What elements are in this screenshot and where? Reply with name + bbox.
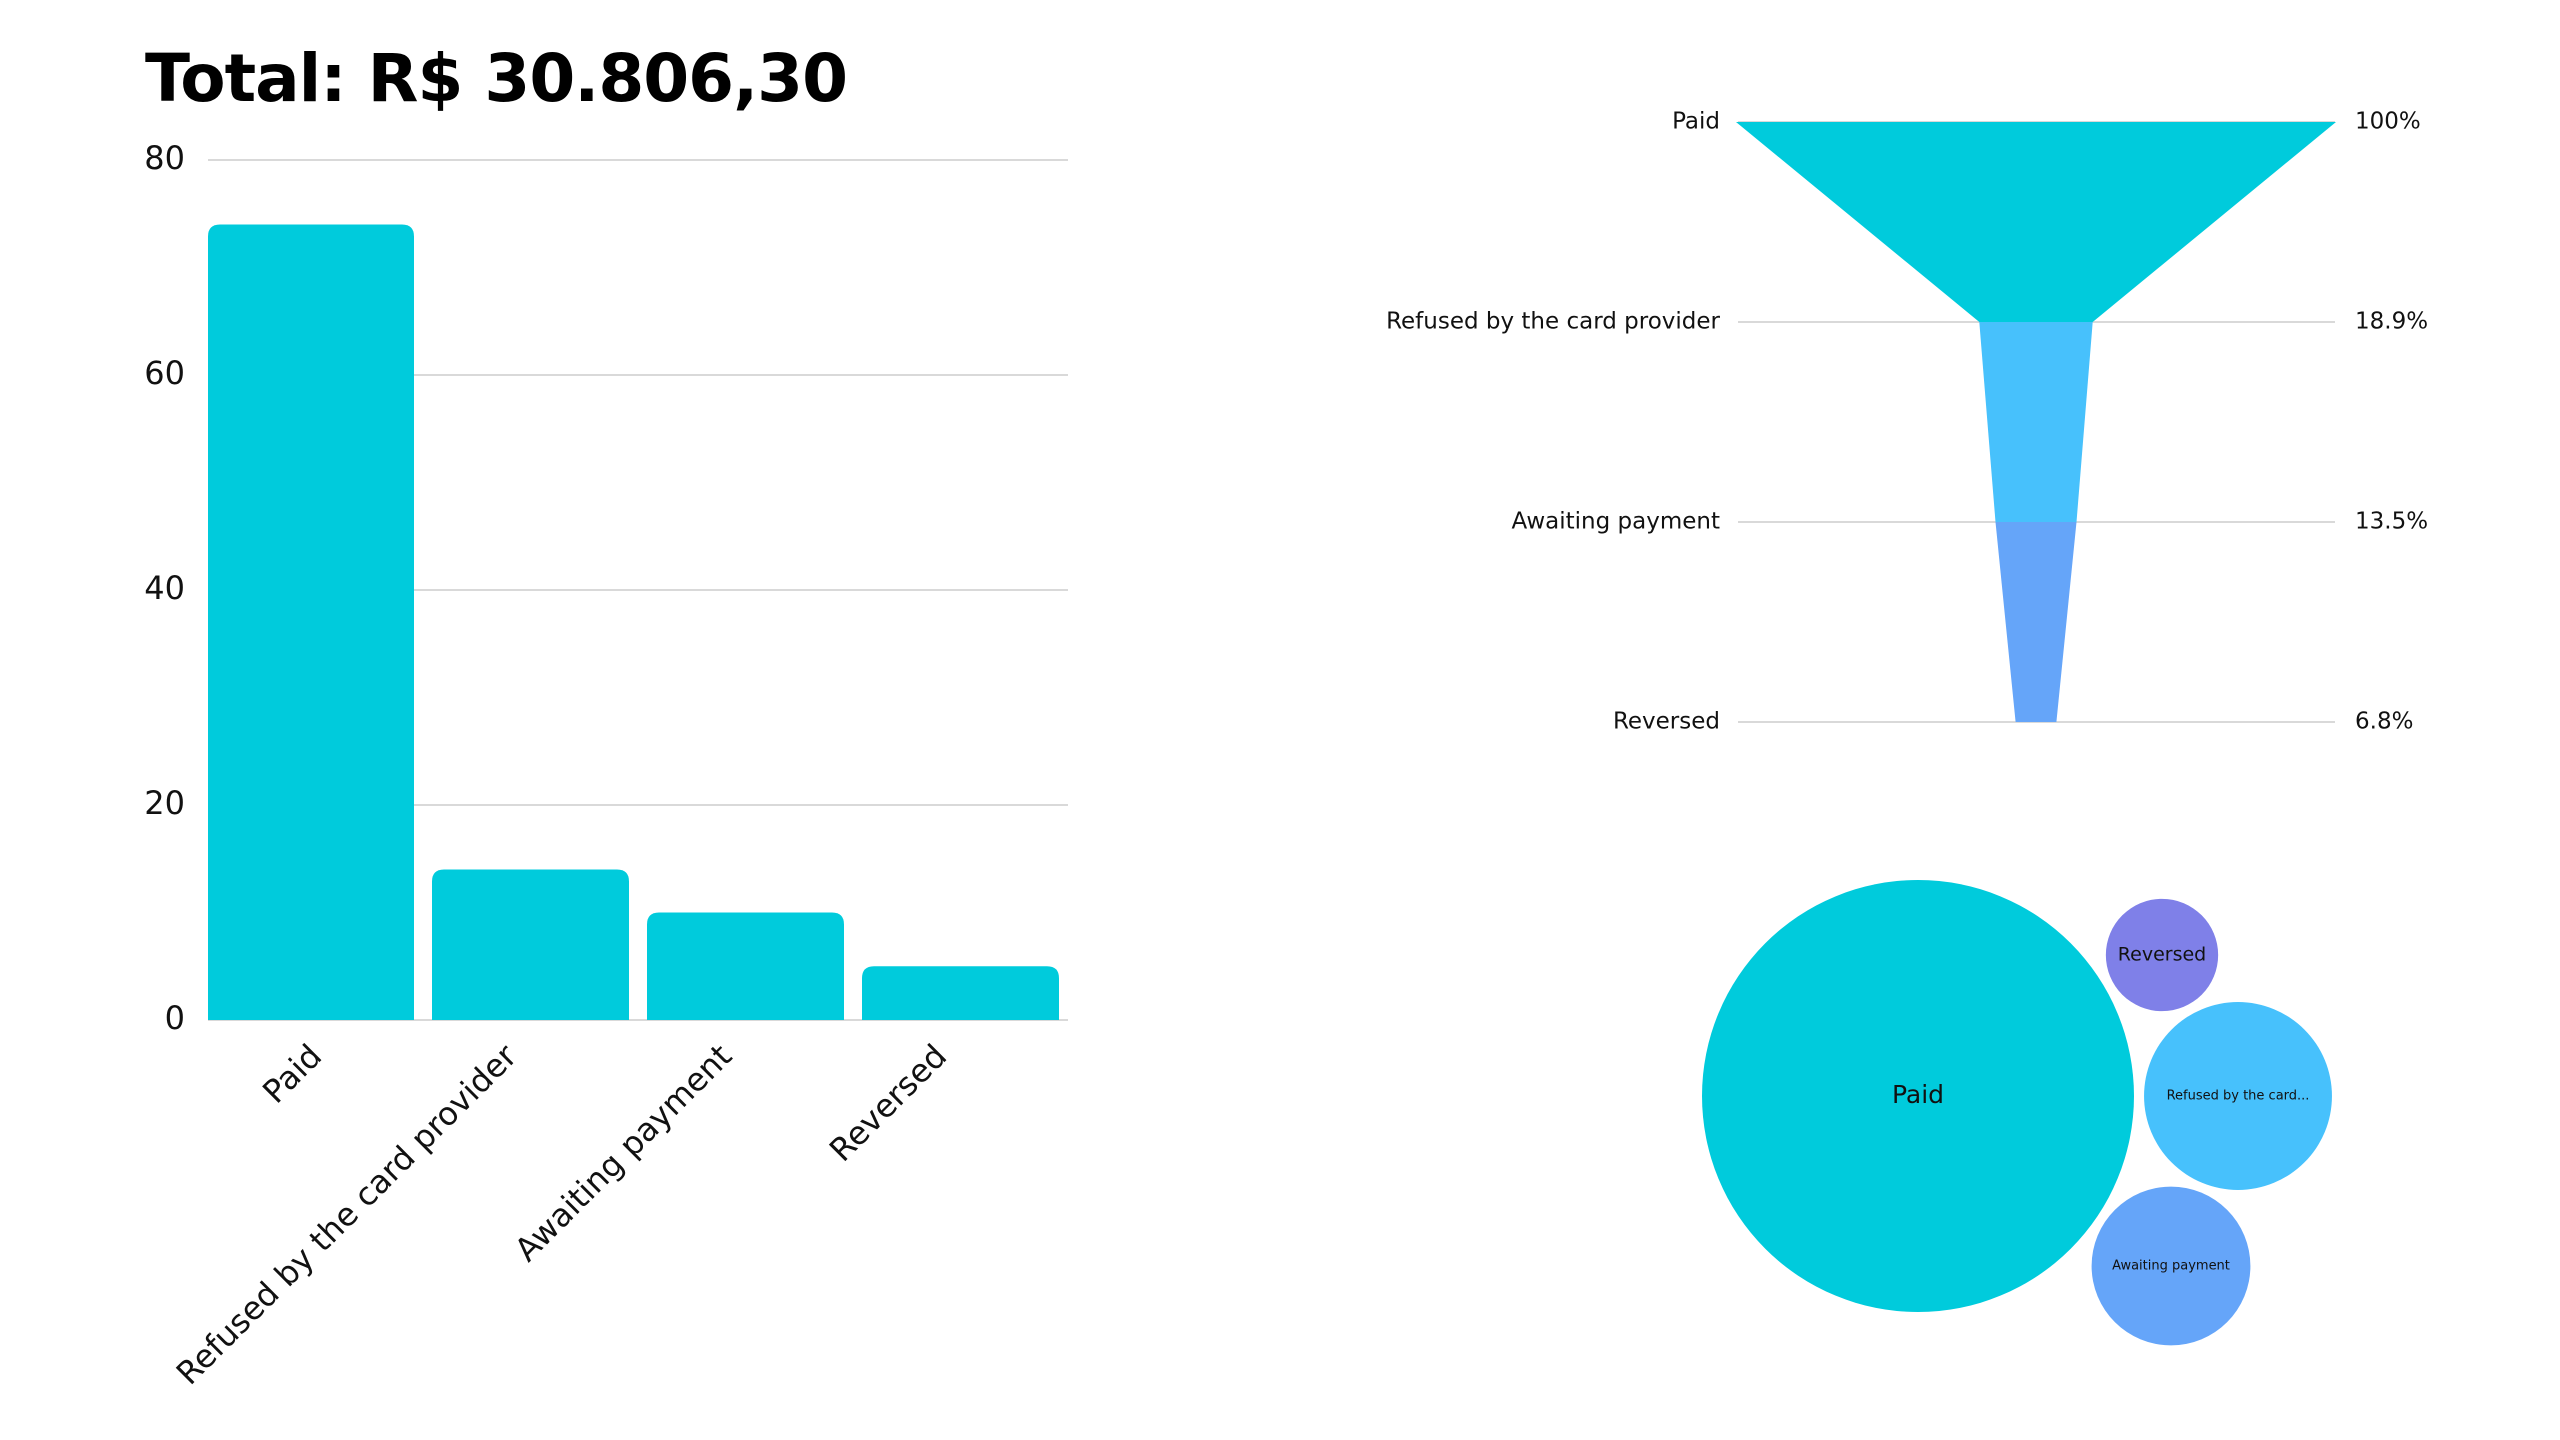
x-tick-label: Refused by the card provider <box>169 1036 525 1392</box>
funnel-stage-label: Reversed <box>1613 709 1720 735</box>
bubble <box>1702 880 2134 1312</box>
y-tick-label: 0 <box>165 999 185 1037</box>
funnel-stage-label: Paid <box>1672 109 1720 135</box>
funnel-percent-label: 100% <box>2355 109 2421 135</box>
funnel-chart: Paid 100% Refused by the card provider 18.9… <box>1386 109 2428 735</box>
bubble <box>2144 1002 2332 1190</box>
y-tick-label: 20 <box>144 784 185 822</box>
bubble-label: Refused by the card... <box>2167 1089 2310 1104</box>
y-tick-label: 80 <box>144 139 185 177</box>
funnel-segment <box>1979 322 2093 522</box>
funnel-stage-label: Awaiting payment <box>1512 509 1720 535</box>
y-tick-label: 40 <box>144 569 185 607</box>
bar <box>647 912 844 1020</box>
bubble-label: Awaiting payment <box>2112 1259 2230 1274</box>
funnel-percent-label: 18.9% <box>2355 309 2428 335</box>
page-title: Total: R$ 30.806,30 <box>145 40 848 117</box>
y-tick-label: 60 <box>144 354 185 392</box>
funnel-segment <box>1736 122 2336 322</box>
bubble <box>2091 1186 2251 1346</box>
bar <box>208 224 414 1020</box>
x-tick-label: Awaiting payment <box>507 1037 739 1269</box>
bubble-chart: Paid Reversed Refused by the card... Awaiti… <box>1702 880 2332 1346</box>
funnel-stage-label: Refused by the card provider <box>1386 309 1720 335</box>
bar <box>432 869 629 1020</box>
funnel-percent-label: 6.8% <box>2355 709 2413 735</box>
bubble <box>2105 898 2219 1012</box>
bubble-label: Reversed <box>2118 944 2206 966</box>
bar <box>862 966 1059 1020</box>
bubble-label: Paid <box>1892 1080 1944 1109</box>
funnel-segment <box>1995 522 2077 722</box>
x-tick-label: Paid <box>255 1037 329 1111</box>
funnel-percent-label: 13.5% <box>2355 509 2428 535</box>
x-tick-label: Reversed <box>822 1037 954 1169</box>
